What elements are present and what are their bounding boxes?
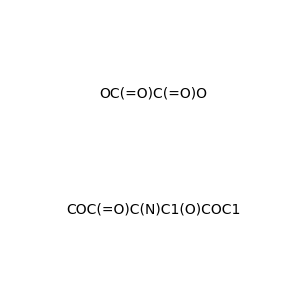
Text: OC(=O)C(=O)O: OC(=O)C(=O)O [100,87,208,101]
Text: COC(=O)C(N)C1(O)COC1: COC(=O)C(N)C1(O)COC1 [67,202,241,216]
